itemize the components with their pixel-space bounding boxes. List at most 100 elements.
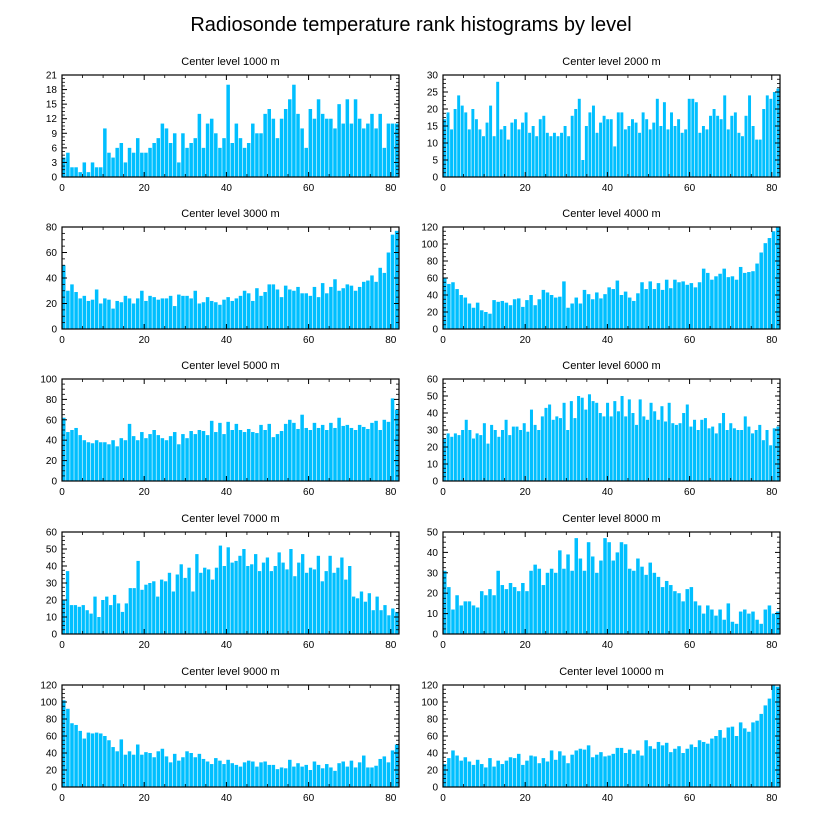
- histogram-bar: [123, 440, 128, 481]
- y-tick-label: 100: [40, 698, 57, 709]
- histogram-bar: [320, 283, 325, 329]
- histogram-bar: [70, 723, 74, 787]
- histogram-bar: [332, 572, 336, 634]
- y-tick-label: 80: [46, 715, 58, 726]
- histogram-bar: [542, 115, 546, 177]
- histogram-bar: [609, 416, 613, 481]
- y-tick-label: 100: [40, 375, 57, 386]
- y-tick-label: 12: [46, 114, 58, 125]
- histogram-bar: [616, 112, 620, 177]
- histogram-bar: [471, 307, 476, 329]
- histogram-bar: [508, 583, 513, 634]
- histogram-bar: [613, 146, 617, 177]
- histogram-bar: [673, 126, 677, 177]
- histogram-bar: [175, 574, 179, 634]
- histogram-bar: [127, 423, 132, 481]
- histogram-bar: [160, 123, 165, 177]
- histogram-bar: [648, 746, 652, 787]
- histogram-bar: [443, 119, 446, 177]
- histogram-bar: [737, 132, 741, 177]
- histogram-bar: [558, 550, 562, 634]
- histogram-bar: [570, 754, 574, 787]
- histogram-bar: [615, 280, 620, 329]
- histogram-bar: [94, 440, 99, 481]
- histogram-bar: [374, 281, 378, 329]
- histogram-bar: [496, 570, 500, 634]
- histogram-bar: [218, 545, 223, 634]
- histogram-bar: [127, 147, 132, 177]
- histogram-bar: [390, 234, 395, 329]
- histogram-bar: [195, 554, 199, 634]
- x-tick-label: 20: [139, 487, 151, 498]
- histogram-bar: [160, 298, 165, 329]
- histogram-bar: [357, 762, 362, 787]
- histogram-bar: [595, 402, 599, 481]
- histogram-bar: [729, 423, 733, 481]
- histogram-bar: [242, 762, 247, 787]
- histogram-bar: [300, 293, 304, 329]
- y-tick-label: 60: [46, 528, 58, 539]
- y-tick-label: 80: [427, 257, 439, 268]
- histogram-bar: [333, 279, 337, 329]
- histogram-bar: [390, 750, 395, 787]
- x-tick-label: 60: [303, 335, 315, 346]
- histogram-bar: [148, 147, 152, 177]
- y-tick-label: 100: [421, 698, 438, 709]
- histogram-bar: [697, 605, 702, 634]
- histogram-bar: [755, 139, 759, 177]
- histogram-bar: [493, 430, 497, 481]
- histogram-bar: [148, 583, 152, 634]
- histogram-bar: [66, 708, 70, 787]
- histogram-bar: [535, 136, 539, 177]
- histogram-bar: [119, 143, 124, 177]
- histogram-bar: [382, 756, 387, 787]
- histogram-bar: [521, 583, 525, 634]
- histogram-bar: [189, 431, 193, 481]
- histogram-bar: [107, 444, 111, 481]
- y-tick-label: 0: [51, 783, 57, 794]
- histogram-bar: [156, 435, 161, 481]
- histogram-bar: [234, 123, 239, 177]
- histogram-bar: [459, 760, 463, 787]
- histogram-bar: [226, 297, 230, 330]
- histogram-bar: [463, 601, 468, 634]
- histogram-bar: [82, 162, 87, 177]
- histogram-bar: [512, 587, 517, 634]
- histogram-bar: [615, 552, 620, 634]
- histogram-bar: [613, 401, 617, 481]
- histogram-bar: [446, 112, 450, 177]
- histogram-bar: [705, 129, 709, 177]
- histogram-bar: [242, 147, 247, 177]
- histogram-bar: [363, 601, 368, 634]
- histogram-bar: [556, 136, 560, 177]
- x-tick-label: 80: [385, 335, 397, 346]
- histogram-bar: [611, 289, 616, 329]
- histogram-bar: [627, 126, 631, 177]
- histogram-bar: [740, 430, 744, 481]
- histogram-bar: [671, 423, 675, 481]
- histogram-bar: [652, 572, 657, 634]
- histogram-bar: [558, 296, 562, 329]
- histogram-bar: [366, 767, 370, 787]
- y-tick-label: 0: [432, 325, 438, 336]
- histogram-bar: [488, 589, 492, 634]
- histogram-bar: [755, 619, 759, 634]
- histogram-bar: [181, 434, 185, 481]
- histogram-bar: [191, 591, 195, 634]
- histogram-bar: [320, 581, 324, 634]
- histogram-bar: [474, 119, 478, 177]
- histogram-bar: [226, 547, 230, 634]
- histogram-bar: [90, 162, 95, 177]
- histogram-bar: [673, 748, 677, 787]
- histogram-bar: [140, 290, 144, 329]
- histogram-bar: [171, 591, 176, 634]
- histogram-bar: [457, 435, 461, 481]
- figure-title: Radiosonde temperature rank histograms b…: [190, 14, 631, 36]
- histogram-bar: [238, 295, 243, 329]
- histogram-bar: [636, 750, 640, 787]
- histogram-bar: [353, 767, 358, 787]
- histogram-bar: [767, 238, 772, 329]
- histogram-bar: [246, 143, 251, 177]
- histogram-bar: [267, 764, 271, 787]
- histogram-bar: [573, 418, 577, 481]
